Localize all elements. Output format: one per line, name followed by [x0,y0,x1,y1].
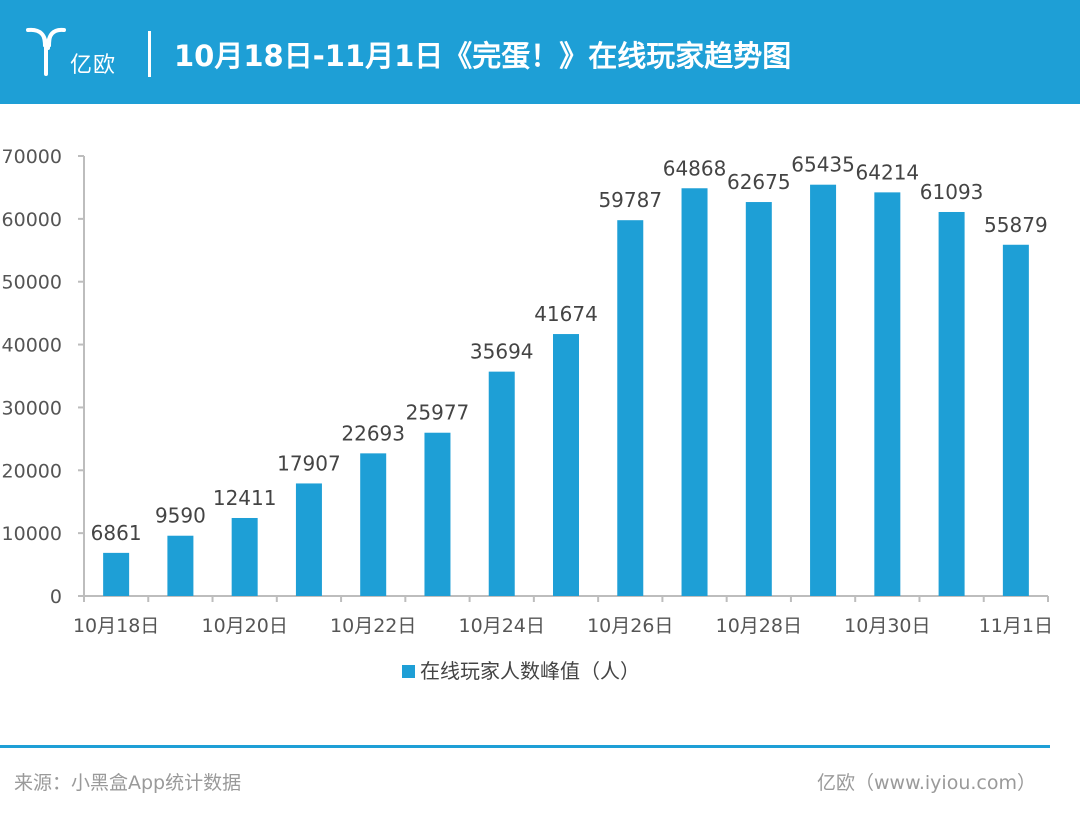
bar [360,453,387,596]
y-tick-label: 20000 [2,460,62,482]
x-tick-label: 10月20日 [201,615,287,637]
data-label: 12411 [213,486,277,510]
bar-chart: 0 10000 20000 30000 40000 50000 60000 70000 10月… [2,146,1053,683]
y-tick-label: 30000 [2,397,62,419]
bar [874,192,901,596]
x-tick-label: 10月22日 [330,615,416,637]
bar [553,334,579,596]
bar [424,432,451,596]
data-label: 55879 [984,213,1048,237]
bar [745,202,772,596]
bar-series [103,184,1029,597]
data-label: 41674 [534,302,598,326]
data-label: 64214 [856,160,920,184]
y-tick-label: 10000 [2,523,62,545]
x-axis: 10月18日 10月20日 10月22日 10月24日 10月26日 10月28日 10月3… [73,595,1053,637]
source-note: 来源：小黑盒App统计数据 [14,772,242,794]
data-label: 9590 [155,504,206,528]
bar [810,184,837,596]
footer-divider [0,745,1050,748]
data-label: 22693 [341,421,405,445]
bar [1002,244,1029,597]
data-label: 65435 [791,153,855,177]
bar [103,552,130,596]
x-tick-label: 10月30日 [844,615,930,637]
data-label: 61093 [920,180,984,204]
credit-note: 亿欧（www.iyiou.com） [816,772,1036,794]
data-label: 25977 [406,401,470,425]
logo-text: 亿欧 [70,53,117,78]
header-divider [148,31,151,77]
yiou-logo-icon [26,27,66,76]
data-label: 62675 [727,170,791,194]
legend-label: 在线玩家人数峰值（人） [420,659,640,683]
y-tick-label: 70000 [2,146,62,168]
x-tick-label: 10月18日 [73,615,159,637]
x-tick-label: 10月28日 [716,615,802,637]
chart-title: 10月18日-11月1日《完蛋！》在线玩家趋势图 [174,39,792,73]
y-tick-label: 60000 [2,209,62,231]
bar [488,371,515,596]
y-axis: 0 10000 20000 30000 40000 50000 60000 70000 [2,146,85,608]
bar [167,535,194,596]
data-label: 64868 [663,156,727,180]
header-banner: 亿欧 10月18日-11月1日《完蛋！》在线玩家趋势图 [0,0,1080,104]
legend-swatch [402,665,415,678]
data-label: 59787 [598,188,662,212]
x-tick-label: 10月26日 [587,615,673,637]
bar [295,483,322,596]
data-label: 6861 [91,521,142,545]
x-tick-label: 10月24日 [459,615,545,637]
bar [231,517,258,596]
y-tick-label: 40000 [2,335,62,357]
x-tick-label: 11月1日 [979,615,1053,637]
y-tick-label: 0 [50,586,62,608]
bar [681,188,708,596]
y-tick-label: 50000 [2,272,62,294]
legend: 在线玩家人数峰值（人） [402,659,640,683]
data-label: 17907 [277,451,341,475]
data-label: 35694 [470,340,534,364]
bar [617,220,644,597]
bar [938,211,965,596]
